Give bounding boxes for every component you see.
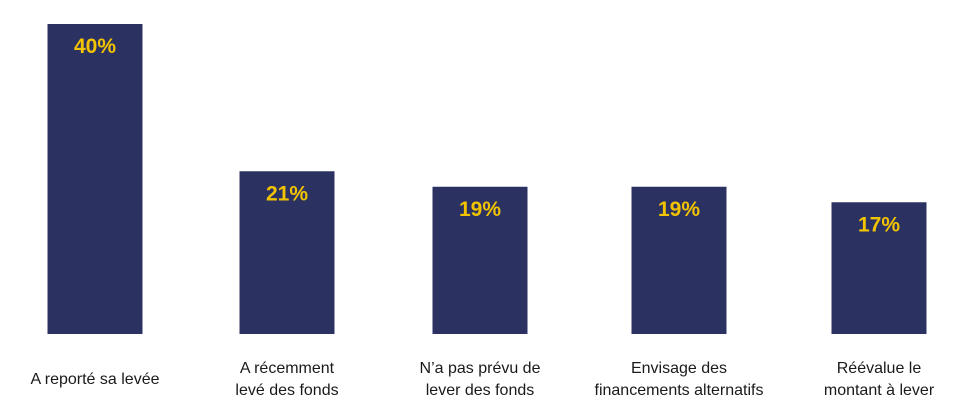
bar-5 xyxy=(831,202,927,334)
bar-2 xyxy=(239,171,335,334)
bar-1 xyxy=(47,24,143,334)
bar-value-label-2: 21% xyxy=(266,182,308,205)
bar-value-label-1: 40% xyxy=(74,35,116,58)
bar-value-label-3: 19% xyxy=(459,198,501,221)
category-label-5-line-1: Réévalue le xyxy=(837,360,922,377)
bar-value-label-5: 17% xyxy=(858,213,900,236)
category-label-2-line-1: A récemment xyxy=(240,360,335,377)
category-label-4-line-1: Envisage des xyxy=(631,360,727,377)
bar-value-label-4: 19% xyxy=(658,198,700,221)
category-labels-group: A reporté sa levée A récemment levé des fo… xyxy=(31,360,935,399)
category-label-1-line-1: A reporté sa levée xyxy=(31,371,160,388)
category-label-3-line-2: lever des fonds xyxy=(426,382,535,399)
category-label-5-line-2: montant à lever xyxy=(824,382,935,399)
bar-3 xyxy=(432,186,528,334)
bars-group xyxy=(47,24,927,334)
bar-4 xyxy=(631,186,727,334)
category-label-4-line-2: financements alternatifs xyxy=(595,382,764,399)
category-label-2-line-2: levé des fonds xyxy=(235,382,338,399)
value-labels-group: 40% 21% 19% 19% 17% xyxy=(74,35,900,236)
category-label-3-line-1: N’a pas prévu de xyxy=(420,360,541,377)
